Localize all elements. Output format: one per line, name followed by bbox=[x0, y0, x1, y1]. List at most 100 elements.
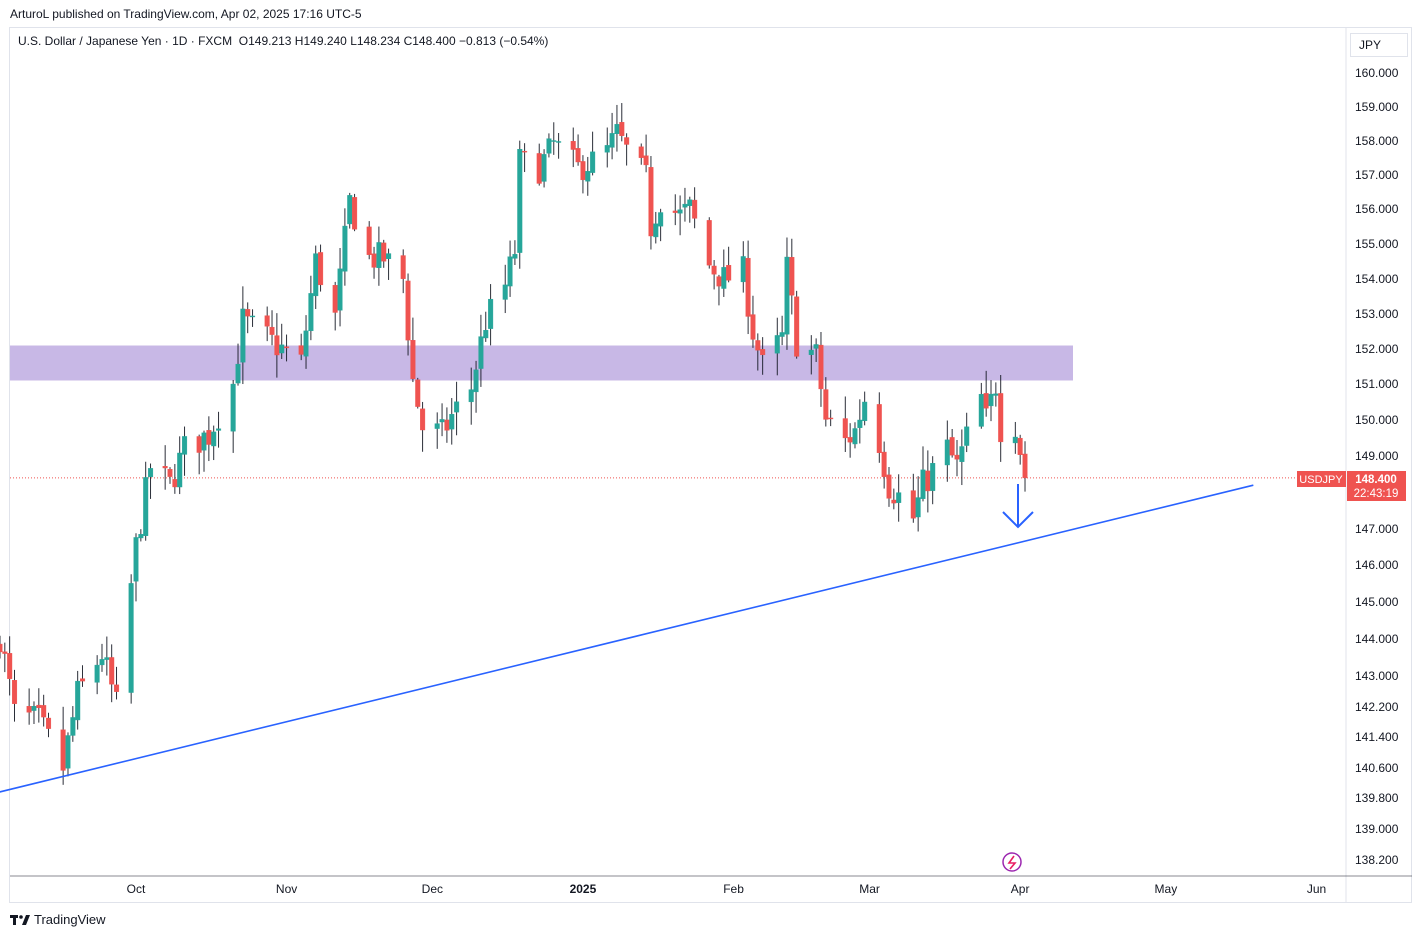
candle[interactable] bbox=[12, 669, 18, 722]
candle[interactable] bbox=[658, 208, 664, 242]
candle[interactable] bbox=[318, 244, 324, 292]
candle[interactable] bbox=[551, 122, 557, 155]
candle[interactable] bbox=[915, 476, 921, 532]
candle[interactable] bbox=[891, 488, 897, 510]
candle[interactable] bbox=[162, 445, 168, 490]
candle[interactable] bbox=[473, 360, 479, 413]
candle[interactable] bbox=[682, 187, 688, 222]
candle[interactable] bbox=[415, 377, 421, 409]
candle[interactable] bbox=[264, 306, 270, 342]
candle[interactable] bbox=[216, 411, 222, 448]
candle[interactable] bbox=[614, 104, 620, 152]
candle[interactable] bbox=[133, 533, 139, 602]
candle[interactable] bbox=[206, 416, 212, 462]
candle[interactable] bbox=[386, 248, 392, 280]
candle[interactable] bbox=[920, 446, 926, 502]
candle[interactable] bbox=[828, 409, 834, 427]
candle[interactable] bbox=[823, 377, 829, 427]
candle[interactable] bbox=[692, 187, 698, 229]
candle[interactable] bbox=[648, 156, 654, 250]
candle[interactable] bbox=[245, 302, 251, 334]
candle[interactable] bbox=[0, 635, 3, 659]
candle[interactable] bbox=[114, 666, 120, 700]
candle[interactable] bbox=[109, 644, 115, 703]
candle[interactable] bbox=[250, 309, 256, 327]
candle[interactable] bbox=[274, 313, 280, 378]
candle[interactable] bbox=[410, 317, 416, 383]
candle[interactable] bbox=[784, 237, 790, 350]
candle[interactable] bbox=[449, 398, 455, 445]
candle[interactable] bbox=[925, 450, 931, 513]
candle[interactable] bbox=[230, 379, 236, 453]
candle[interactable] bbox=[910, 473, 916, 523]
candle[interactable] bbox=[439, 403, 445, 437]
trendline[interactable] bbox=[0, 484, 1254, 794]
candle[interactable] bbox=[672, 194, 678, 226]
candle[interactable] bbox=[483, 311, 489, 342]
candle[interactable] bbox=[638, 143, 644, 165]
candle[interactable] bbox=[711, 260, 717, 290]
candle[interactable] bbox=[298, 333, 304, 361]
candle[interactable] bbox=[60, 706, 66, 785]
candle[interactable] bbox=[978, 382, 984, 429]
candle[interactable] bbox=[580, 155, 586, 194]
candle[interactable] bbox=[454, 381, 460, 436]
candle[interactable] bbox=[376, 226, 382, 286]
candle[interactable] bbox=[46, 712, 52, 738]
candle[interactable] bbox=[959, 429, 965, 486]
candle[interactable] bbox=[502, 264, 508, 314]
candle[interactable] bbox=[478, 314, 484, 387]
candle[interactable] bbox=[507, 240, 513, 297]
candle[interactable] bbox=[944, 420, 950, 482]
candle[interactable] bbox=[342, 208, 348, 286]
candle[interactable] bbox=[876, 392, 882, 463]
candle[interactable] bbox=[541, 149, 547, 188]
candle[interactable] bbox=[2, 642, 8, 673]
candle[interactable] bbox=[604, 127, 610, 168]
candle[interactable] bbox=[488, 284, 494, 346]
candle[interactable] bbox=[706, 217, 712, 269]
candle[interactable] bbox=[818, 332, 824, 407]
candle[interactable] bbox=[624, 133, 630, 166]
candle[interactable] bbox=[522, 143, 528, 173]
candle[interactable] bbox=[167, 467, 173, 484]
candle[interactable] bbox=[31, 701, 37, 725]
candle[interactable] bbox=[405, 273, 411, 356]
candle[interactable] bbox=[517, 140, 523, 269]
candle[interactable] bbox=[954, 440, 960, 477]
candle[interactable] bbox=[643, 134, 649, 173]
candle[interactable] bbox=[774, 317, 780, 376]
candle[interactable] bbox=[182, 426, 188, 476]
candle[interactable] bbox=[750, 295, 756, 348]
candle[interactable] bbox=[570, 127, 576, 168]
candle[interactable] bbox=[847, 423, 853, 458]
candle[interactable] bbox=[585, 156, 591, 196]
candle[interactable] bbox=[308, 275, 314, 341]
candle[interactable] bbox=[813, 338, 819, 362]
candle[interactable] bbox=[745, 240, 751, 335]
candle[interactable] bbox=[896, 474, 902, 522]
candle[interactable] bbox=[381, 239, 387, 268]
candle[interactable] bbox=[512, 240, 518, 265]
candle[interactable] bbox=[852, 422, 858, 449]
candle[interactable] bbox=[347, 192, 353, 229]
candle[interactable] bbox=[993, 382, 999, 407]
candle[interactable] bbox=[789, 238, 795, 315]
candle[interactable] bbox=[128, 574, 134, 704]
candle[interactable] bbox=[201, 430, 207, 472]
candle[interactable] bbox=[740, 241, 746, 293]
candle[interactable] bbox=[556, 133, 562, 159]
candle[interactable] bbox=[1017, 434, 1023, 465]
candle[interactable] bbox=[332, 281, 338, 331]
candle[interactable] bbox=[716, 274, 722, 306]
candle[interactable] bbox=[444, 407, 450, 443]
candle[interactable] bbox=[677, 195, 683, 236]
candle[interactable] bbox=[313, 245, 319, 310]
candle[interactable] bbox=[36, 688, 42, 723]
candle[interactable] bbox=[794, 290, 800, 359]
candle[interactable] bbox=[94, 655, 100, 695]
footer-brand[interactable]: TradingView bbox=[10, 912, 106, 927]
candle[interactable] bbox=[808, 335, 814, 375]
candle[interactable] bbox=[575, 134, 581, 166]
